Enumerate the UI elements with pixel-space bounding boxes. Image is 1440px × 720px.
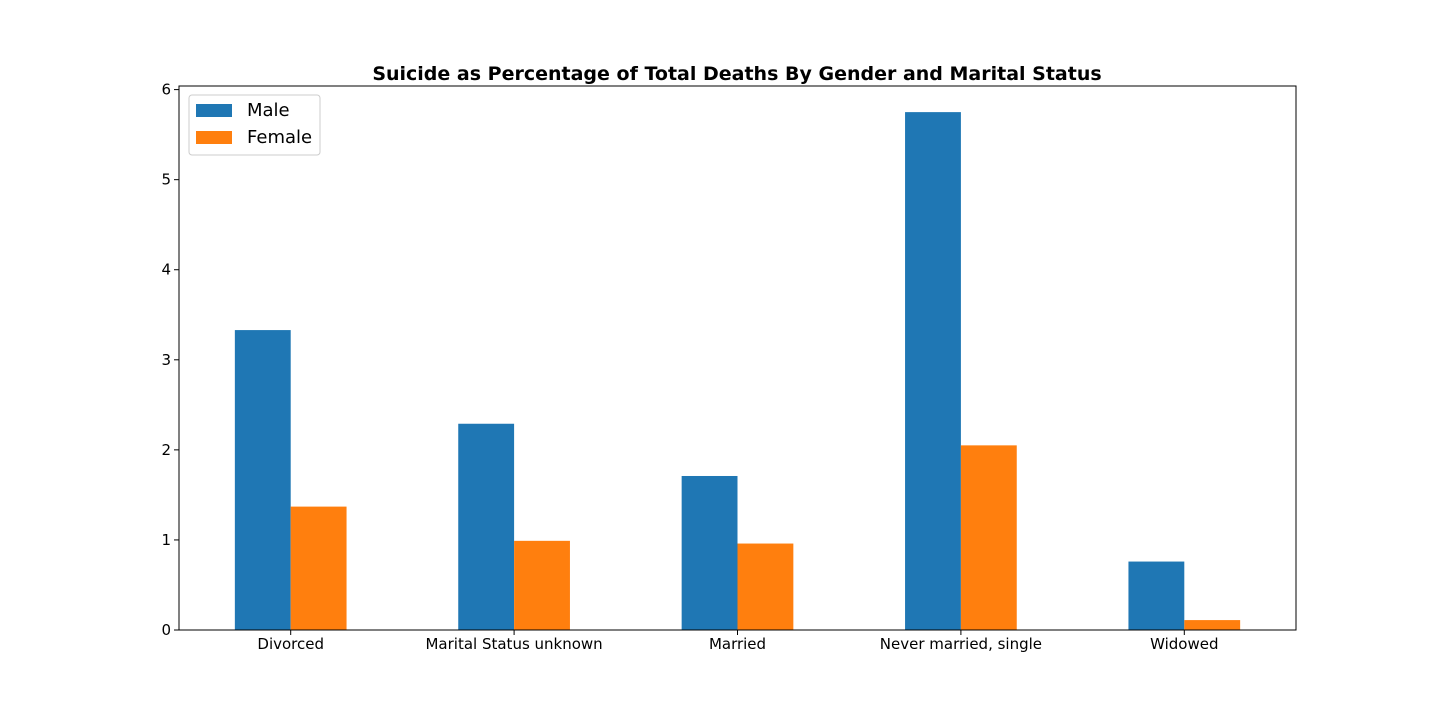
y-tick-label-0: 0 — [161, 621, 171, 639]
y-tick-label-3: 3 — [161, 351, 171, 369]
y-tick-label-2: 2 — [161, 441, 171, 459]
chart-title: Suicide as Percentage of Total Deaths By… — [372, 63, 1101, 85]
legend-label-male: Male — [247, 100, 290, 121]
x-tick-label-0: Divorced — [257, 635, 324, 653]
x-tick-label-1: Marital Status unknown — [425, 635, 602, 653]
x-tick-label-2: Married — [709, 635, 766, 653]
x-tick-label-3: Never married, single — [880, 635, 1042, 653]
bar-male-3 — [905, 112, 961, 631]
bar-male-1 — [458, 423, 515, 630]
legend-label-female: Female — [247, 127, 312, 148]
bars-layer — [234, 112, 1241, 631]
x-tick-label-4: Widowed — [1150, 635, 1218, 653]
axes-layer: 0 1 2 3 4 5 6 Divorced Marital Status unknown Mar… — [161, 81, 1297, 653]
y-tick-label-1: 1 — [161, 531, 171, 549]
bar-female-4 — [1184, 620, 1241, 630]
bar-male-0 — [234, 330, 291, 630]
y-tick-label-6: 6 — [161, 81, 171, 99]
bar-female-1 — [514, 540, 570, 630]
y-tick-label-5: 5 — [161, 171, 171, 189]
bar-female-3 — [960, 445, 1017, 630]
legend-swatch-female — [196, 131, 232, 144]
legend-swatch-male — [196, 104, 232, 117]
y-tick-label-4: 4 — [161, 261, 171, 279]
bar-female-0 — [290, 506, 347, 630]
bar-female-2 — [737, 543, 794, 630]
bar-male-4 — [1128, 561, 1185, 630]
bar-male-2 — [681, 475, 738, 630]
legend: Male Female — [188, 94, 321, 156]
